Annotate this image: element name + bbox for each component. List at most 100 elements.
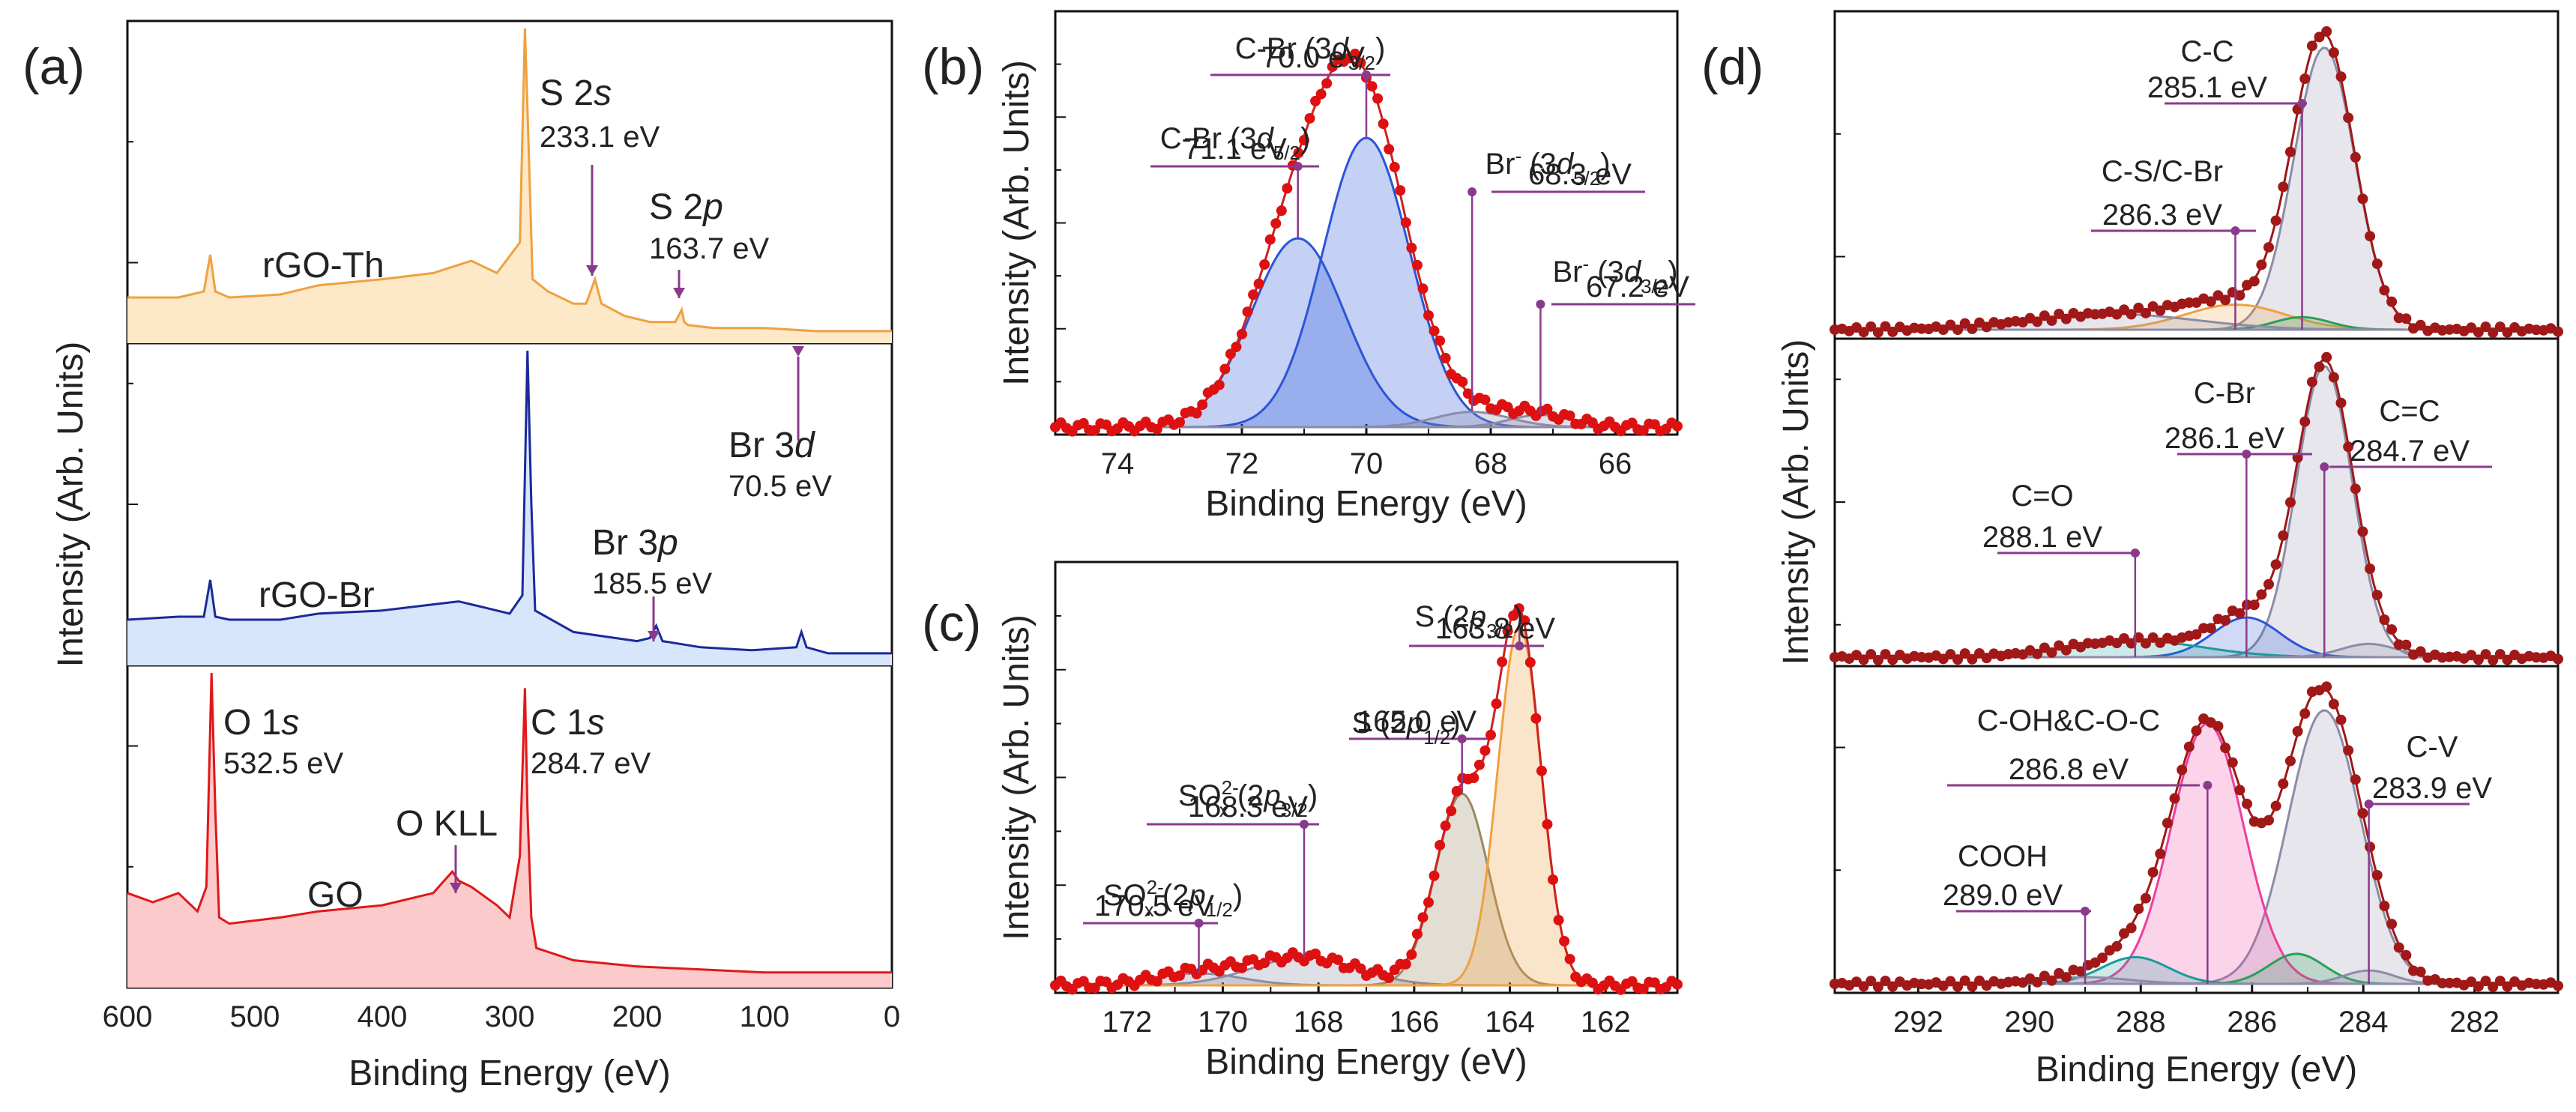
peak-value: 163.7 eV [649,232,769,265]
peak-label: C-Br (3d3/2) [1235,32,1386,74]
data-point [2335,71,2347,82]
x-tick-label: 164 [1485,1006,1535,1039]
peak-label: C-C [2180,35,2233,68]
data-point [2553,326,2563,337]
data-point [2379,614,2390,625]
peak-label-part: p [657,523,678,563]
annotation-marker-dot [2242,450,2251,459]
peak-label-part: d [1332,32,1350,65]
data-point [2234,785,2245,796]
data-point [2473,654,2484,665]
data-point [2371,869,2383,880]
peak-label-part: ) [1668,256,1677,288]
data-point [2278,530,2289,541]
peak-label-part: p [1469,600,1486,633]
panel-label: (a) [22,38,85,95]
data-point [1151,976,1162,987]
data-point [1213,379,1225,390]
peak-label-part: s [281,703,299,743]
data-point [1366,81,1378,92]
x-tick-label: 288 [2116,1006,2166,1039]
data-point [2119,928,2129,939]
data-point [1264,234,1276,245]
data-point [2488,981,2499,992]
arrow-head [673,288,685,298]
annotation-marker-dot [2320,462,2329,471]
data-point [1473,759,1485,770]
peak-label-part: 3 [774,426,794,465]
x-axis-title: Binding Energy (eV) [1205,484,1527,524]
series-fill-rGO-Th [127,28,892,343]
peak-label-part: (3 [1521,148,1557,181]
data-point [1304,112,1315,124]
data-point [2415,646,2426,657]
data-point [2075,966,2087,977]
data-point [1542,403,1553,414]
data-point [2155,305,2166,316]
data-point [1423,309,1434,321]
data-point [2046,315,2057,326]
data-point [1959,318,1970,329]
data-point [2169,793,2180,804]
data-point [2321,26,2332,37]
data-point [2480,321,2491,333]
annotation-marker-dot [2130,549,2140,557]
data-point [2401,639,2412,650]
data-point [1485,729,1496,740]
peak-label-part: p [1263,779,1280,812]
data-point [1378,118,1389,130]
data-point [1446,806,1457,817]
data-point [1945,649,1956,660]
data-point [2343,112,2354,124]
data-point [2401,949,2412,961]
data-point [1497,656,1508,668]
peak-label-part: x [1219,799,1229,821]
data-point [2046,975,2057,986]
data-point [1225,348,1236,360]
annotation-marker-dot [1293,162,1303,171]
data-point [2205,623,2216,634]
trace-label: rGO-Th [262,246,384,285]
data-point [2379,285,2390,296]
data-point [1276,205,1287,217]
data-point [1349,48,1360,59]
x-tick-label: 162 [1581,1006,1631,1039]
data-point [2032,648,2043,659]
data-point [2032,316,2043,327]
data-point [2365,841,2376,853]
x-tick-label: 68 [1474,447,1508,480]
data-point [1270,218,1282,229]
data-point [2227,757,2238,768]
trace-label: GO [307,875,364,915]
data-point [2183,741,2195,752]
peak-label-part: ) [1300,122,1310,155]
data-point [1151,423,1162,435]
peak-label-part: s [594,73,612,113]
peak-label: SO2-x (2p1/2) [1103,876,1243,921]
peak-label-part: p [702,187,723,227]
data-point [2212,721,2224,732]
peak-label: C 1s [531,703,605,743]
data-point [1967,323,1978,334]
peak-value: 283.9 eV [2372,772,2492,805]
data-point [1451,785,1462,797]
data-point [2299,73,2311,85]
data-point [2473,327,2484,338]
data-point [1384,144,1395,155]
peak-label-part: p [1406,707,1423,740]
data-point [2060,313,2072,324]
data-point [1197,399,1208,411]
data-point [2177,764,2188,776]
data-point [1564,410,1575,421]
data-point [2494,321,2506,333]
data-point [2111,940,2123,952]
data-point [2234,290,2245,301]
x-tick-label: 100 [740,1000,790,1033]
peak-label-part: d [1557,148,1575,181]
peak-value: 284.7 eV [2350,435,2470,468]
peak-label-part: S [540,73,573,113]
peak-label: O KLL [396,804,498,844]
peak-label: C=C [2379,395,2440,428]
data-point [1384,973,1395,984]
